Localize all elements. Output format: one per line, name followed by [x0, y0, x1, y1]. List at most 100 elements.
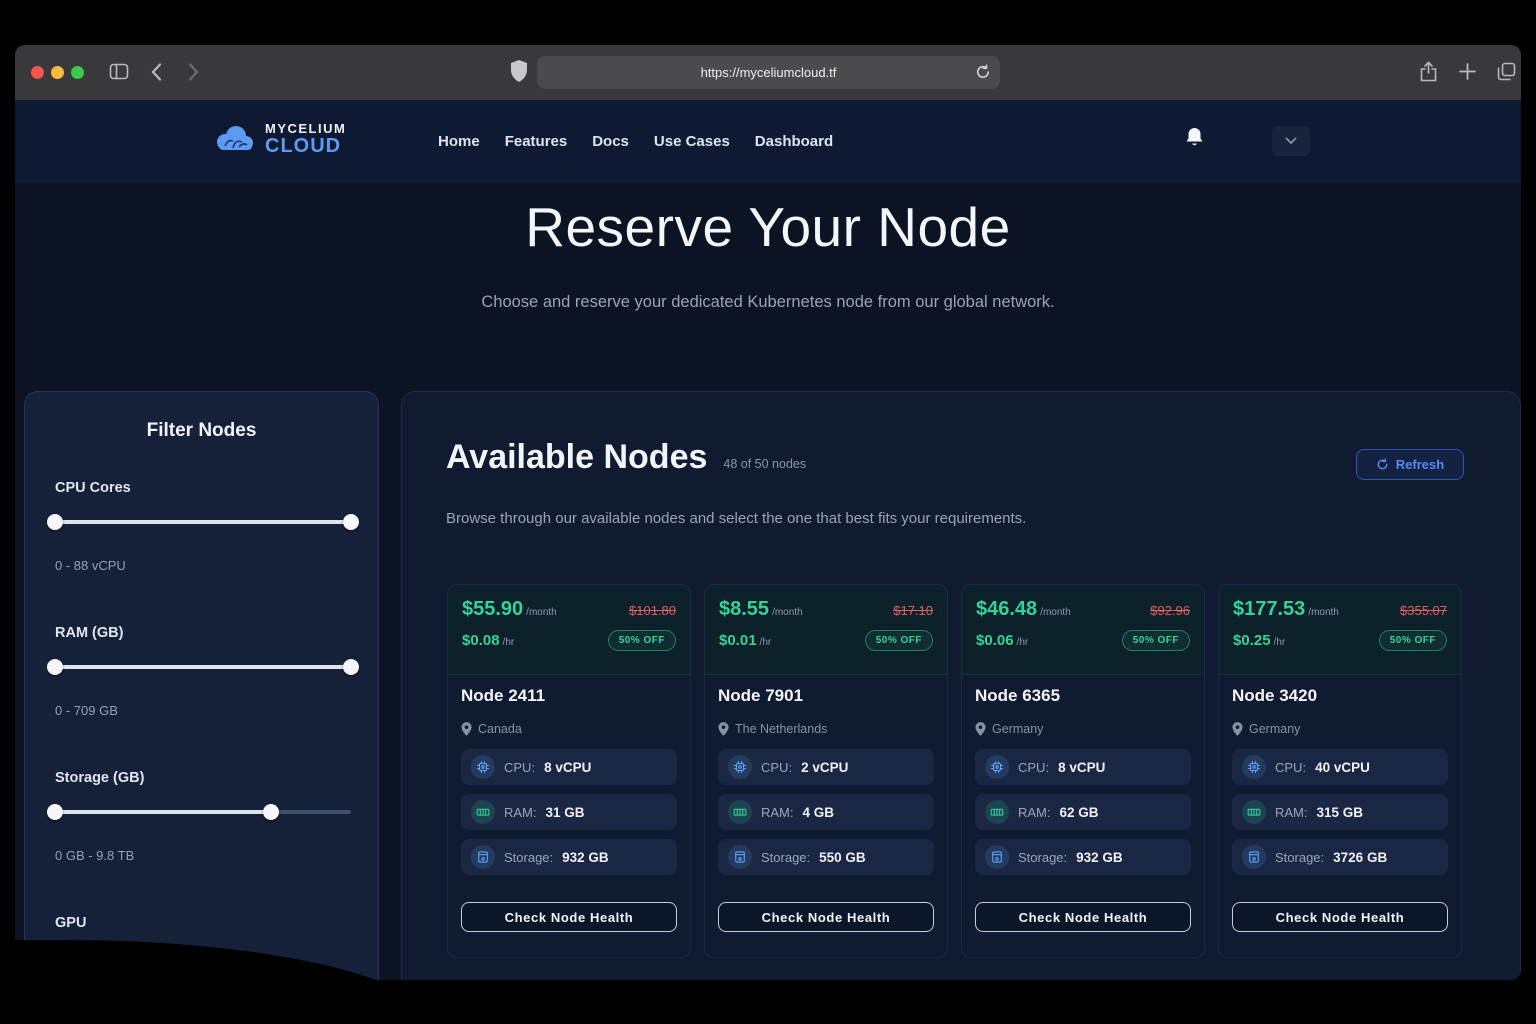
cpu-icon: [471, 755, 495, 779]
slider-handle-max[interactable]: [343, 514, 359, 530]
spec-label: RAM:: [1018, 804, 1051, 820]
spec-row-cpu: CPU: 2 vCPU: [718, 749, 934, 785]
nav-link-docs[interactable]: Docs: [592, 132, 629, 150]
browser-chrome: https://myceliumcloud.tf: [15, 45, 1521, 100]
spec-row-storage: Storage: 932 GB: [975, 839, 1191, 875]
spec-value: 8 vCPU: [544, 759, 592, 775]
spec-label: Storage:: [1018, 849, 1068, 865]
url-text: https://myceliumcloud.tf: [700, 65, 837, 80]
cpu-cores-slider[interactable]: [47, 514, 359, 530]
close-window-button[interactable]: [31, 66, 44, 79]
zoom-window-button[interactable]: [71, 66, 84, 79]
node-card[interactable]: $55.90/month $101.80 $0.08/hr 50% OFF No…: [447, 584, 691, 958]
discount-badge: 50% OFF: [1121, 630, 1190, 651]
spec-value: 932 GB: [1076, 849, 1123, 865]
slider-handle-min[interactable]: [47, 514, 63, 530]
nav-link-dashboard[interactable]: Dashboard: [754, 132, 834, 150]
spec-label: CPU:: [761, 759, 793, 775]
filter-group-gpu: GPU: [55, 915, 351, 931]
price-original: $17.10: [893, 603, 933, 618]
ram-icon: [471, 800, 495, 824]
card-pricing: $55.90/month $101.80 $0.08/hr 50% OFF: [448, 585, 690, 675]
slider-fill: [55, 520, 351, 524]
location-pin-icon: [718, 722, 729, 736]
check-node-health-button[interactable]: Check Node Health: [1232, 902, 1448, 932]
filter-label-ram: RAM (GB): [55, 625, 124, 641]
check-node-health-button[interactable]: Check Node Health: [461, 902, 677, 932]
location-pin-icon: [1232, 722, 1243, 736]
slider-handle-min[interactable]: [47, 804, 63, 820]
price-hourly-unit: /hr: [759, 636, 772, 648]
notifications-bell-icon[interactable]: [1185, 127, 1204, 148]
minimize-window-button[interactable]: [51, 66, 64, 79]
reload-icon[interactable]: [975, 64, 991, 80]
site-navbar: MYCELIUM CLOUD Home Features Docs Use Ca…: [15, 100, 1521, 182]
account-menu-button[interactable]: [1272, 126, 1310, 156]
price-monthly: $177.53: [1233, 598, 1306, 620]
nav-link-use-cases[interactable]: Use Cases: [653, 132, 730, 150]
price-monthly: $46.48: [976, 598, 1038, 620]
brand-name-bottom: CLOUD: [265, 135, 342, 157]
node-card[interactable]: $46.48/month $92.96 $0.06/hr 50% OFF Nod…: [961, 584, 1205, 958]
slider-handle-max[interactable]: [343, 659, 359, 675]
spec-label: Storage:: [1275, 849, 1325, 865]
spec-row-cpu: CPU: 40 vCPU: [1232, 749, 1448, 785]
brand-logo[interactable]: MYCELIUM CLOUD: [211, 122, 346, 156]
filter-panel-title: Filter Nodes: [146, 420, 257, 441]
slider-fill: [55, 810, 272, 814]
spec-row-ram: RAM: 31 GB: [461, 794, 677, 830]
spec-label: RAM:: [761, 804, 794, 820]
filter-label-storage: Storage (GB): [55, 770, 145, 786]
price-hourly: $0.08: [462, 631, 500, 649]
nav-link-home[interactable]: Home: [438, 132, 480, 150]
filter-label-gpu: GPU: [55, 915, 87, 931]
node-card[interactable]: $177.53/month $355.07 $0.25/hr 50% OFF N…: [1218, 584, 1462, 958]
node-location: Germany: [1249, 722, 1301, 736]
filter-range-cpu: 0 - 88 vCPU: [55, 558, 126, 573]
share-icon[interactable]: [1420, 61, 1437, 82]
brand-name-top: MYCELIUM: [265, 121, 347, 136]
tab-overview-icon[interactable]: [1497, 62, 1516, 81]
slider-handle-min[interactable]: [47, 659, 63, 675]
spec-value: 8 vCPU: [1058, 759, 1106, 775]
spec-label: RAM:: [1275, 804, 1308, 820]
cpu-icon: [728, 755, 752, 779]
storage-icon: [1242, 845, 1266, 869]
slider-fill: [55, 665, 351, 669]
refresh-button[interactable]: Refresh: [1356, 449, 1464, 480]
ram-slider[interactable]: [47, 659, 359, 675]
url-bar[interactable]: https://myceliumcloud.tf: [537, 56, 1000, 89]
location-pin-icon: [975, 722, 986, 736]
location-pin-icon: [461, 722, 472, 736]
cpu-icon: [1242, 755, 1266, 779]
check-node-health-button[interactable]: Check Node Health: [975, 902, 1191, 932]
spec-label: RAM:: [504, 804, 537, 820]
page-title: Reserve Your Node: [525, 196, 1011, 258]
node-location: The Netherlands: [735, 722, 828, 736]
sidebar-toggle-icon[interactable]: [109, 63, 129, 80]
spec-value: 550 GB: [819, 849, 866, 865]
privacy-shield-icon[interactable]: [510, 60, 528, 82]
node-name: Node 2411: [461, 686, 546, 705]
refresh-label: Refresh: [1395, 457, 1445, 472]
nav-link-features[interactable]: Features: [504, 132, 568, 150]
back-icon[interactable]: [151, 63, 162, 81]
check-node-health-button[interactable]: Check Node Health: [718, 902, 934, 932]
spec-value: 3726 GB: [1333, 849, 1388, 865]
spec-row-ram: RAM: 62 GB: [975, 794, 1191, 830]
spec-row-cpu: CPU: 8 vCPU: [975, 749, 1191, 785]
filter-group-storage: Storage (GB) 0 GB - 9.8 TB: [47, 770, 351, 863]
nav-links: Home Features Docs Use Cases Dashboard: [438, 100, 833, 182]
price-monthly: $8.55: [719, 598, 770, 620]
forward-icon[interactable]: [188, 63, 199, 81]
spec-row-ram: RAM: 315 GB: [1232, 794, 1448, 830]
new-tab-icon[interactable]: [1458, 62, 1477, 81]
storage-slider[interactable]: [47, 804, 351, 820]
price-monthly: $55.90: [462, 598, 524, 620]
spec-value: 932 GB: [562, 849, 609, 865]
node-location: Canada: [478, 722, 522, 736]
price-original: $355.07: [1400, 603, 1447, 618]
slider-handle-max[interactable]: [263, 804, 280, 820]
node-card[interactable]: $8.55/month $17.10 $0.01/hr 50% OFF Node…: [704, 584, 948, 958]
card-pricing: $177.53/month $355.07 $0.25/hr 50% OFF: [1219, 585, 1461, 675]
